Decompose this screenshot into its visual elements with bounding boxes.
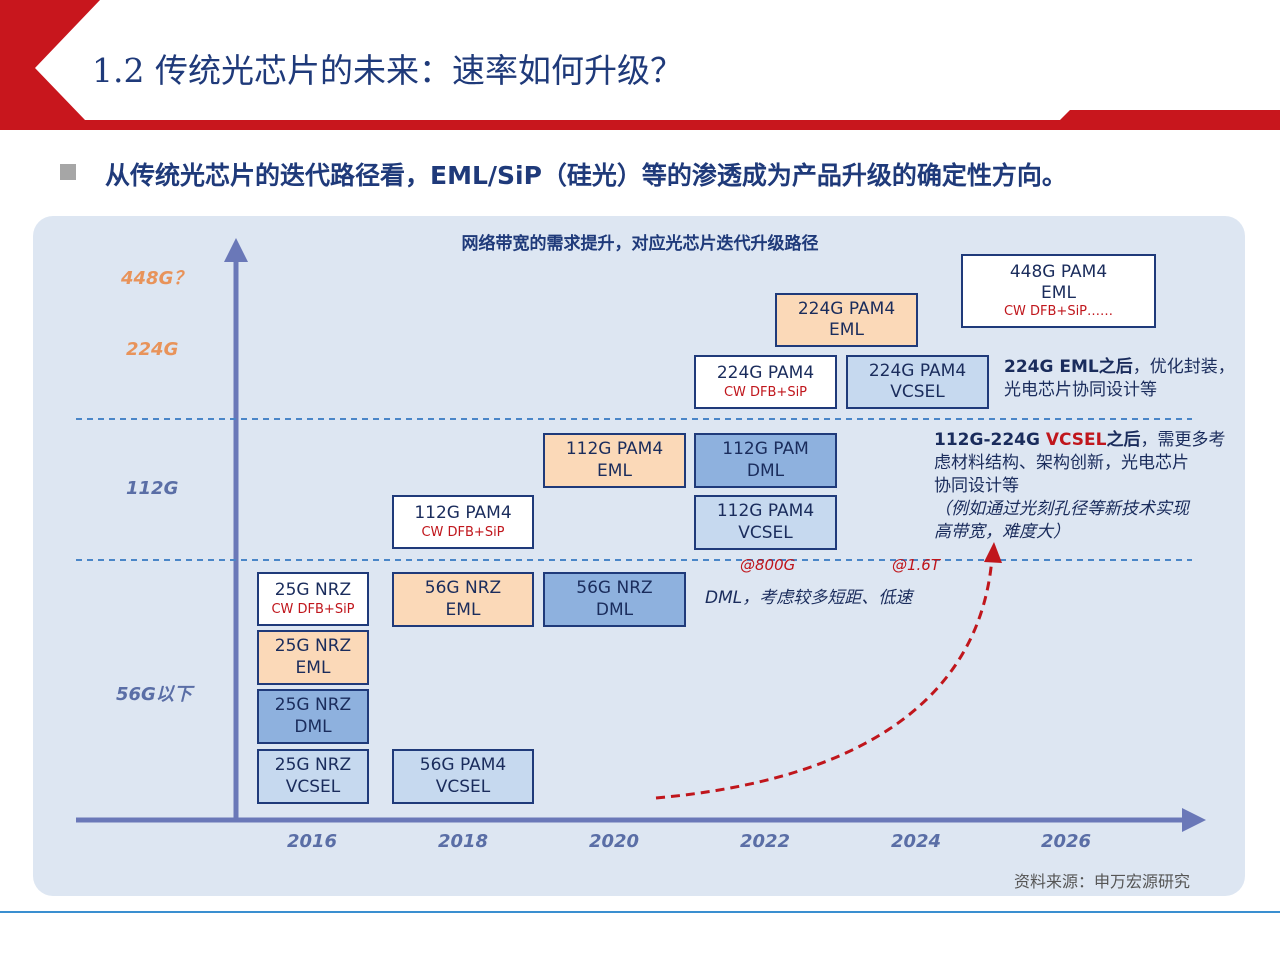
box-448g-pam4-eml: 448G PAM4 EML CW DFB+SiP…… <box>961 254 1156 328</box>
page-title: 1.2 传统光芯片的未来：速率如何升级？ <box>92 51 683 90</box>
box-25g-nrz-cw-dfb-sip: 25G NRZ CW DFB+SiP <box>257 572 369 626</box>
y-label-56g: 56G以下 <box>116 684 192 705</box>
note-112g-bold: 之后 <box>1106 430 1141 450</box>
box-25g-nrz-vcsel: 25G NRZ VCSEL <box>257 749 369 804</box>
note-112g-line2: 虑材料结构、架构创新，光电芯片 <box>934 452 1189 473</box>
growth-arrowhead <box>984 542 1002 563</box>
note-112g: 112G-224G VCSEL之后，需更多考 虑材料结构、架构创新，光电芯片 协… <box>934 429 1234 544</box>
note-224g: 224G EML之后，优化封装， 光电芯片协同设计等 <box>1004 356 1240 402</box>
y-axis-arrowhead <box>224 238 248 262</box>
x-label-2022: 2022 <box>739 831 791 852</box>
note-112g-line3: 协同设计等 <box>934 475 1019 496</box>
box-line2: DML <box>746 460 785 481</box>
box-line1: 56G NRZ <box>576 578 653 599</box>
footer-divider <box>0 911 1280 913</box>
box-112g-pam4-eml: 112G PAM4 EML <box>543 433 686 488</box>
box-line1: 112G PAM <box>722 439 809 460</box>
box-line1: 224G PAM4 <box>868 360 967 381</box>
box-line1: 224G PAM4 <box>716 363 815 384</box>
box-line1: 25G NRZ <box>274 636 352 657</box>
box-line1: 56G NRZ <box>424 578 502 599</box>
box-25g-nrz-dml: 25G NRZ DML <box>257 689 369 744</box>
note-112g-rest: ，需更多考 <box>1140 430 1226 450</box>
box-line3: CW DFB+SiP <box>723 384 808 400</box>
note-224g-line2: 光电芯片协同设计等 <box>1004 379 1157 400</box>
note-112g-italic1: （例如通过光刻孔径等新技术实现 <box>934 498 1189 519</box>
box-line2: EML <box>597 460 632 481</box>
x-label-2020: 2020 <box>588 831 640 852</box>
box-line2: VCSEL <box>435 776 491 797</box>
growth-arrow <box>655 557 994 800</box>
box-line1: 56G PAM4 <box>419 755 507 776</box>
header-decoration <box>0 0 1280 130</box>
diagram-title: 网络带宽的需求提升，对应光芯片迭代升级路径 <box>461 234 819 254</box>
bullet-square-icon <box>60 164 76 180</box>
x-axis-arrowhead <box>1182 808 1206 832</box>
note-dml: DML，考虑较多短距、低速 <box>705 588 913 608</box>
box-line3: CW DFB+SiP <box>421 524 505 540</box>
box-line2: EML <box>1041 282 1076 303</box>
box-line2: DML <box>595 599 634 620</box>
y-label-112g: 112G <box>126 478 179 499</box>
box-56g-nrz-eml: 56G NRZ EML <box>392 572 534 627</box>
note-112g-italic2: 高带宽，难度大） <box>934 521 1070 542</box>
marker-800g: @800G <box>740 556 796 574</box>
box-line1: 25G NRZ <box>274 580 352 601</box>
box-line3: CW DFB+SiP <box>271 601 355 617</box>
box-line1: 112G PAM4 <box>716 501 815 522</box>
box-line2: VCSEL <box>738 522 793 543</box>
x-label-2018: 2018 <box>437 831 489 852</box>
box-112g-pam-dml: 112G PAM DML <box>694 433 837 488</box>
box-56g-pam4-vcsel: 56G PAM4 VCSEL <box>392 749 534 804</box>
box-224g-pam4-vcsel: 224G PAM4 VCSEL <box>846 355 989 409</box>
note-112g-pre: 112G-224G <box>934 430 1046 450</box>
box-224g-pam4-eml: 224G PAM4 EML <box>775 293 918 347</box>
box-line2: VCSEL <box>285 776 341 797</box>
box-line2: EML <box>295 657 331 678</box>
note-224g-rest: ，优化封装， <box>1132 357 1235 377</box>
note-112g-vcsel: VCSEL <box>1045 430 1107 450</box>
box-25g-nrz-eml: 25G NRZ EML <box>257 630 369 685</box>
box-line1: 112G PAM4 <box>565 439 664 460</box>
y-label-224g: 224G <box>126 339 179 360</box>
box-line2: EML <box>829 320 864 340</box>
x-label-2024: 2024 <box>890 831 942 852</box>
box-line3: CW DFB+SiP…… <box>1003 304 1114 320</box>
box-line2: VCSEL <box>890 382 945 402</box>
box-224g-pam4-cw-dfb-sip: 224G PAM4 CW DFB+SiP <box>694 355 837 409</box>
box-112g-pam4-cw-dfb-sip: 112G PAM4 CW DFB+SiP <box>392 495 534 549</box>
box-112g-pam4-vcsel: 112G PAM4 VCSEL <box>694 495 837 550</box>
x-label-2016: 2016 <box>286 831 338 852</box>
marker-1-6t: @1.6T <box>892 556 941 574</box>
box-line1: 112G PAM4 <box>414 503 512 524</box>
note-224g-bold: 224G EML之后 <box>1004 357 1133 377</box>
box-line1: 224G PAM4 <box>797 298 896 319</box>
box-line1: 25G NRZ <box>274 755 352 776</box>
box-line2: DML <box>294 716 332 737</box>
box-56g-nrz-dml: 56G NRZ DML <box>543 572 686 627</box>
source-note: 资料来源：申万宏源研究 <box>1014 872 1191 891</box>
y-label-448g: 448G？ <box>121 268 192 289</box>
x-label-2026: 2026 <box>1040 831 1092 852</box>
box-line2: EML <box>445 599 481 620</box>
page-subtitle: 从传统光芯片的迭代路径看，EML/SiP（硅光）等的渗透成为产品升级的确定性方向… <box>105 161 1067 190</box>
box-line1: 25G NRZ <box>274 695 352 716</box>
box-line1: 448G PAM4 <box>1009 261 1108 282</box>
